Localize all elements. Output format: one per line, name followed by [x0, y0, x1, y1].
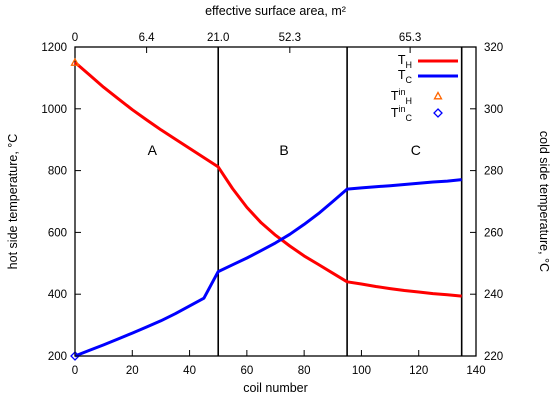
x2-axis-title: effective surface area, m²: [205, 4, 346, 18]
plot-frame: [74, 46, 477, 357]
legend-label: TC: [398, 68, 413, 85]
y-tick-label: 1200: [41, 42, 67, 54]
y2-tick-label: 260: [484, 227, 503, 239]
y-tick-label: 1000: [41, 104, 67, 116]
legend-label: TinH: [391, 87, 412, 106]
x-tick-label: 100: [352, 365, 371, 377]
region-label: C: [411, 142, 421, 158]
marker-triangle: [70, 57, 80, 66]
x2-tick-label: 0: [72, 32, 78, 44]
y2-tick-label: 320: [484, 42, 503, 54]
y-tick-label: 800: [48, 166, 67, 178]
y2-tick-label: 280: [484, 166, 503, 178]
y2-tick-label: 220: [484, 351, 503, 363]
x2-tick-label: 21.0: [207, 32, 229, 44]
x2-tick-label: 52.3: [279, 32, 301, 44]
region-dividers: [217, 47, 463, 356]
series-layer: [74, 61, 462, 358]
labels: coil number effective surface area, m² hot…: [6, 4, 550, 395]
y2-tick-label: 240: [484, 289, 503, 301]
legend-label: TinC: [391, 104, 413, 123]
x-tick-label: 40: [183, 365, 196, 377]
y2-tick-label: 300: [484, 104, 503, 116]
legend-label: TH: [398, 53, 412, 70]
marker-diamond: [70, 351, 80, 361]
series-line: [74, 61, 462, 298]
y-tick-label: 400: [48, 289, 67, 301]
marker-triangle: [433, 91, 443, 100]
x-tick-label: 120: [409, 365, 428, 377]
x-tick-label: 80: [298, 365, 311, 377]
marker-diamond: [433, 108, 443, 118]
y-tick-label: 600: [48, 227, 67, 239]
x2-tick-label: 65.3: [399, 32, 421, 44]
x-tick-label: 0: [72, 365, 78, 377]
axes: 0 20 40 60 80 100 120 140 0 6.4 21.0 52.3 65.3 200 400…: [41, 32, 503, 377]
y2-axis-title: cold side temperature, °C: [537, 131, 550, 272]
plot-area: [74, 46, 477, 357]
x-tick-label: 60: [240, 365, 253, 377]
marker-layer: [70, 57, 80, 361]
y-tick-label: 200: [48, 351, 67, 363]
y-axis-title: hot side temperature, °C: [6, 134, 20, 270]
x-tick-label: 20: [126, 365, 139, 377]
x-tick-label: 140: [466, 365, 485, 377]
x-axis-title: coil number: [243, 381, 308, 395]
region-label: B: [279, 142, 288, 158]
region-label: A: [148, 142, 158, 158]
x2-tick-label: 6.4: [139, 32, 156, 44]
series-line: [74, 178, 462, 358]
